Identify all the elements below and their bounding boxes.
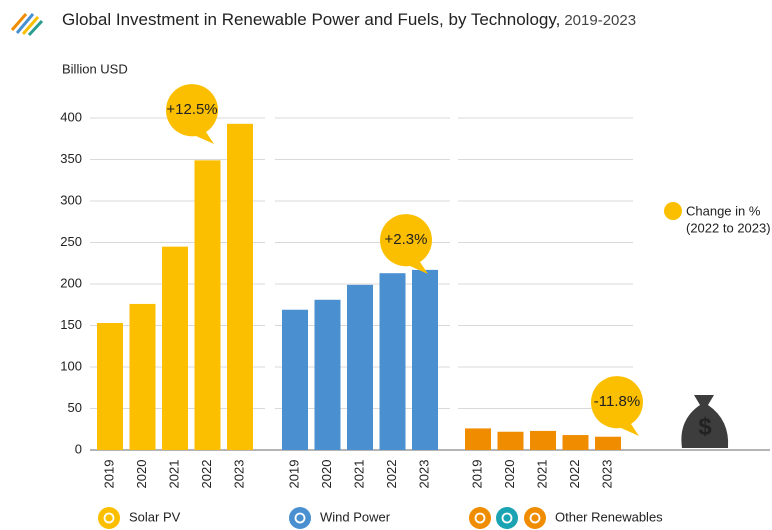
x-tick-label: 2023 [599,460,614,489]
y-tick-label: 150 [60,317,82,332]
bar [562,435,589,450]
annotation-bubble [590,376,643,436]
bar [314,299,341,450]
annotation-label: +2.3% [385,231,428,248]
x-tick-label: 2020 [134,460,149,489]
bar [194,160,221,450]
title-period: 2019-2023 [564,12,636,29]
y-axis-label: Billion USD [62,61,128,76]
x-tick-label: 2022 [199,460,214,489]
chart-title: Global Investment in Renewable Power and… [62,10,636,29]
x-tick-label: 2019 [101,460,116,489]
y-tick-label: 400 [60,109,82,124]
y-tick-label: 200 [60,275,82,290]
bar [595,436,621,450]
bar [282,309,308,450]
y-tick-label: 100 [60,358,82,373]
bar [379,273,406,450]
x-tick-label: 2021 [351,460,366,489]
y-tick-label: 300 [60,192,82,207]
annotation-bubble [165,84,218,144]
x-tick-label: 2022 [567,460,582,489]
annotation-label: +12.5% [166,101,217,118]
legend-icon-detail [529,512,541,524]
bar [347,284,373,450]
x-tick-label: 2020 [319,460,334,489]
svg-text:$: $ [698,413,712,440]
legend-icon [98,507,120,529]
legend-label: Solar PV [129,509,181,524]
y-tick-label: 250 [60,234,82,249]
bar [465,428,491,450]
logo [10,13,44,37]
bar [97,323,123,450]
bar [227,123,253,450]
legend-icon-detail [294,512,306,524]
legend-icon [289,507,311,529]
legend-icon-detail [501,512,513,524]
legend-icon-detail [474,512,486,524]
annotation-legend-dot [664,202,682,220]
bar [497,431,524,450]
money-bag: $ [681,395,729,448]
bar [162,246,188,450]
x-tick-label: 2019 [286,460,301,489]
annotation-label: -11.8% [594,393,640,410]
annotation-legend-text: (2022 to 2023) [686,220,771,235]
y-tick-label: 0 [75,441,82,456]
title-main: Global Investment in Renewable Power and… [62,10,560,29]
legend-icon [496,507,518,529]
legend-icon [524,507,546,529]
bar [530,430,556,450]
annotation-bubble [379,214,432,274]
x-tick-label: 2021 [534,460,549,489]
legend-icon [469,507,491,529]
x-tick-label: 2022 [384,460,399,489]
y-tick-label: 350 [60,151,82,166]
annotation-legend-text: Change in % [686,203,761,218]
legend-label: Wind Power [320,509,391,524]
x-tick-label: 2019 [469,460,484,489]
bar [129,303,156,450]
bar [412,269,438,450]
x-tick-label: 2020 [502,460,517,489]
x-tick-label: 2023 [416,460,431,489]
y-tick-label: 50 [68,400,82,415]
x-tick-label: 2021 [166,460,181,489]
x-tick-label: 2023 [231,460,246,489]
legend-icon-detail [103,512,115,524]
legend-label: Other Renewables [555,509,663,524]
